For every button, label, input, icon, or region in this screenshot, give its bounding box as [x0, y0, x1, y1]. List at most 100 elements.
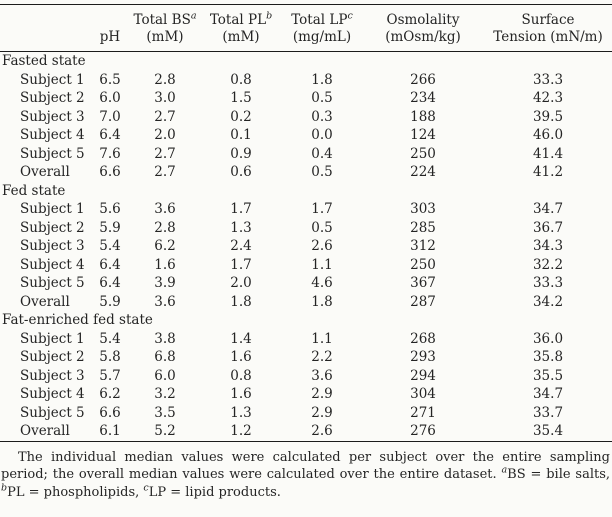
- cell: 3.6: [154, 293, 176, 310]
- cell: 303: [410, 201, 436, 217]
- cell: 3.6: [154, 201, 176, 217]
- cell: 2.4: [230, 238, 252, 254]
- cell: 234: [410, 90, 436, 106]
- cell: 35.4: [532, 423, 564, 439]
- table-row: Subject 5 6.4 3.9 2.0 4.6 367 33.3: [0, 274, 612, 293]
- footnote-body: The individual median values were calcul…: [1, 449, 610, 483]
- cell: 1.1: [311, 256, 333, 273]
- cell: 0.9: [230, 145, 252, 162]
- cell: 0.1: [230, 127, 252, 143]
- cell: 36.0: [532, 330, 564, 347]
- group-header-row: Fasted state: [0, 52, 612, 71]
- table-row: Subject 2 5.8 6.8 1.6 2.2 293 35.8: [0, 348, 612, 367]
- cell: 3.8: [154, 330, 176, 347]
- cell: 0.4: [311, 145, 333, 162]
- footnote-superscript: a: [501, 464, 508, 476]
- cell: 5.4: [99, 330, 121, 347]
- cell: 2.8: [154, 219, 176, 236]
- cell: 0.5: [311, 90, 333, 106]
- cell: 271: [410, 404, 436, 421]
- cell: 1.3: [230, 219, 252, 236]
- group-label: Fed state: [2, 182, 66, 199]
- table-row: Overall 6.1 5.2 1.2 2.6 276 35.4: [0, 422, 612, 441]
- footnote-definition: BS = bile salts,: [507, 467, 611, 482]
- cell: 1.3: [230, 404, 252, 421]
- cell: 5.4: [99, 238, 121, 254]
- media-characteristics-table: pH Total BSa (mM) Total PLb (mM) Total LPc (mg…: [0, 5, 612, 441]
- cell: 293: [410, 349, 436, 365]
- cell: 2.7: [154, 108, 176, 125]
- row-label: Subject 1: [20, 71, 85, 88]
- row-label: Subject 5: [20, 404, 85, 421]
- cell: 33.3: [532, 71, 564, 88]
- footnote-definition: PL = phospholipids,: [7, 484, 144, 500]
- table-row: Subject 3 7.0 2.7 0.2 0.3 188 39.5: [0, 108, 612, 127]
- column-header-superscript: a: [190, 10, 197, 22]
- table-header: pH Total BSa (mM) Total PLb (mM) Total LPc (mg…: [0, 5, 612, 52]
- table-row: Subject 1 6.5 2.8 0.8 1.8 266 33.3: [0, 71, 612, 90]
- table-row: Subject 1 5.6 3.6 1.7 1.7 303 34.7: [0, 200, 612, 219]
- cell: 46.0: [532, 127, 564, 143]
- cell: 1.7: [230, 256, 252, 273]
- cell: 5.6: [99, 201, 121, 217]
- cell: 5.9: [99, 293, 121, 310]
- footnote-definition: LP = lipid products.: [148, 484, 281, 500]
- cell: 1.8: [230, 293, 252, 310]
- cell: 312: [410, 238, 436, 254]
- cell: 3.5: [154, 404, 176, 421]
- cell: 7.0: [99, 108, 121, 125]
- row-label: Subject 4: [20, 386, 85, 402]
- cell: 33.3: [532, 275, 564, 291]
- cell: 0.5: [311, 219, 333, 236]
- cell: 1.1: [311, 330, 333, 347]
- cell: 1.8: [311, 71, 333, 88]
- cell: 6.0: [99, 90, 121, 106]
- group-header-row: Fat-enriched fed state: [0, 311, 612, 330]
- row-label: Subject 5: [20, 275, 85, 291]
- cell: 250: [410, 256, 436, 273]
- column-header-line2: (mg/mL): [292, 29, 352, 45]
- cell: 2.7: [154, 164, 176, 180]
- cell: 1.7: [230, 201, 252, 217]
- cell: 5.8: [99, 349, 121, 365]
- column-header-line1: Total BSa: [133, 10, 197, 28]
- cell: 2.0: [230, 275, 252, 291]
- cell: 34.2: [532, 293, 564, 310]
- cell: 6.6: [99, 164, 121, 180]
- row-label: Subject 5: [20, 145, 85, 162]
- column-header-line1: Total PLb: [209, 10, 273, 28]
- column-header-line2: Tension (mN/m): [493, 29, 603, 45]
- row-label: Subject 1: [20, 201, 85, 217]
- cell: 6.0: [154, 367, 176, 384]
- cell: 268: [410, 330, 436, 347]
- cell: 188: [410, 108, 436, 125]
- column-header-line2: (mOsm/kg): [385, 29, 461, 45]
- row-label: Subject 2: [20, 349, 85, 365]
- cell: 3.9: [154, 275, 176, 291]
- group-header-row: Fed state: [0, 182, 612, 201]
- row-label: Subject 3: [20, 238, 85, 254]
- cell: 0.5: [311, 164, 333, 180]
- cell: 36.7: [532, 219, 564, 236]
- cell: 41.2: [532, 164, 564, 180]
- row-label: Subject 2: [20, 219, 85, 236]
- cell: 0.8: [230, 367, 252, 384]
- cell: 6.4: [99, 275, 121, 291]
- cell: 6.5: [99, 71, 121, 88]
- cell: 6.2: [99, 386, 121, 402]
- row-label: Subject 2: [20, 90, 85, 106]
- cell: 1.6: [230, 349, 252, 365]
- cell: 39.5: [532, 108, 564, 125]
- row-label: Subject 4: [20, 127, 85, 143]
- top-rule: [0, 4, 612, 5]
- cell: 7.6: [99, 145, 121, 162]
- cell: 0.3: [311, 108, 333, 125]
- column-header-empty: [0, 5, 90, 52]
- table-row: Subject 1 5.4 3.8 1.4 1.1 268 36.0: [0, 330, 612, 349]
- cell: 6.4: [99, 127, 121, 143]
- cell: 294: [410, 367, 436, 384]
- table-row: Subject 5 6.6 3.5 1.3 2.9 271 33.7: [0, 404, 612, 423]
- cell: 35.8: [532, 349, 564, 365]
- cell: 1.6: [154, 256, 176, 273]
